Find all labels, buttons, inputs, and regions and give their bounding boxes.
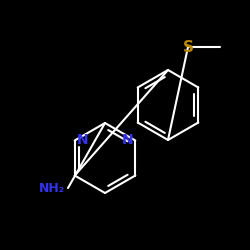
Text: N: N (122, 134, 133, 147)
Text: S: S (182, 40, 194, 54)
Text: NH₂: NH₂ (39, 182, 65, 194)
Text: N: N (77, 134, 88, 147)
